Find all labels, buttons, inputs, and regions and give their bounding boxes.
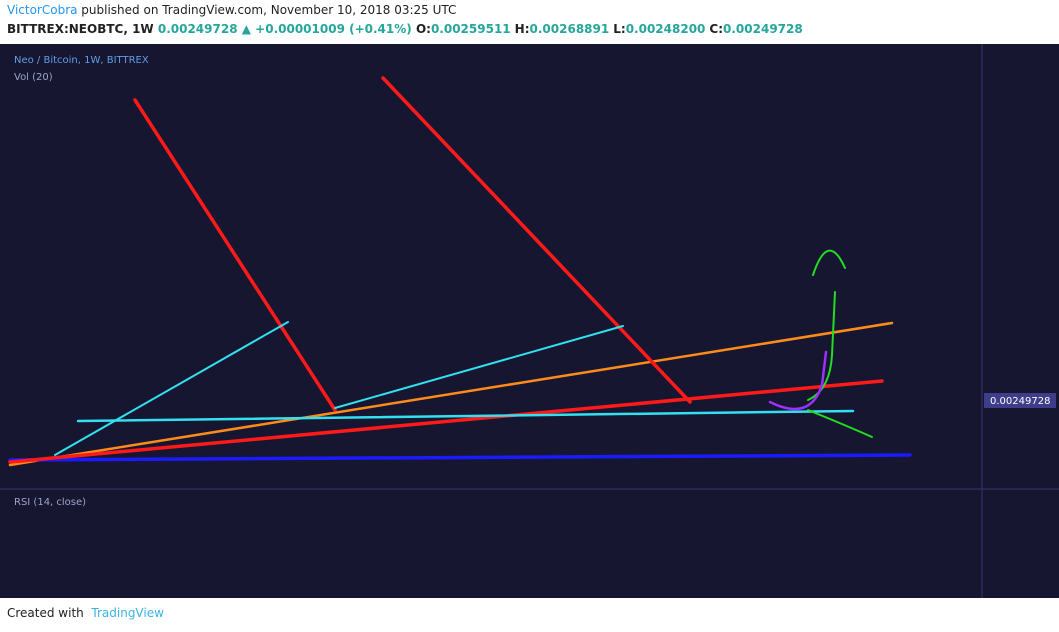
trend-line: [8, 379, 884, 464]
footer-bg: [0, 598, 1059, 632]
projection: [768, 350, 828, 411]
drawings: [8, 76, 912, 467]
trend-line: [8, 453, 912, 462]
chart-bg: [0, 44, 1059, 598]
ohlc-value: 0.00259511: [430, 22, 511, 36]
footer-text: Created with: [7, 606, 84, 620]
trend-line: [54, 321, 289, 456]
author[interactable]: VictorCobra: [7, 3, 78, 17]
trend-line: [334, 325, 624, 409]
trend-line: [133, 98, 337, 412]
projection: [807, 409, 873, 438]
ohlc-label: H:: [514, 22, 530, 36]
trend-line: [8, 321, 894, 467]
price: 0.00249728: [157, 22, 238, 36]
ohlc-value: 0.00248200: [625, 22, 706, 36]
projection: [812, 249, 846, 276]
footer-brand[interactable]: TradingView: [91, 606, 164, 620]
trend-line: [381, 76, 692, 404]
arrow: ▲: [241, 22, 251, 36]
rsi-title: RSI (14, close): [14, 497, 86, 508]
symbol: BITTREX:NEOBTC, 1W: [7, 22, 154, 36]
volume-label: Vol (20): [14, 72, 53, 83]
change: +0.00001009 (+0.41%): [255, 22, 412, 36]
ohlc-value: 0.00249728: [723, 22, 803, 36]
ohlc-value: 0.00268891: [529, 22, 610, 36]
ohlc: O:0.00259511 H:0.00268891 L:0.00248200 C:0.…: [416, 22, 807, 36]
footer: Created with TradingView: [7, 606, 164, 620]
price-tag: [984, 393, 1056, 408]
published: published on TradingView.com, November 1…: [77, 3, 457, 17]
projection: [807, 291, 836, 401]
price-tag-label: 0.00249728: [990, 396, 1050, 407]
ohlc-label: C:: [709, 22, 724, 36]
symbol-line: BITTREX:NEOBTC, 1W 0.00249728 ▲ +0.00001…: [7, 22, 807, 36]
publish-line: VictorCobra published on TradingView.com…: [7, 3, 456, 17]
chart-title: Neo / Bitcoin, 1W, BITTREX: [14, 55, 149, 66]
trend-line: [76, 409, 855, 423]
ohlc-label: O:: [415, 22, 431, 36]
ohlc-label: L:: [613, 22, 626, 36]
